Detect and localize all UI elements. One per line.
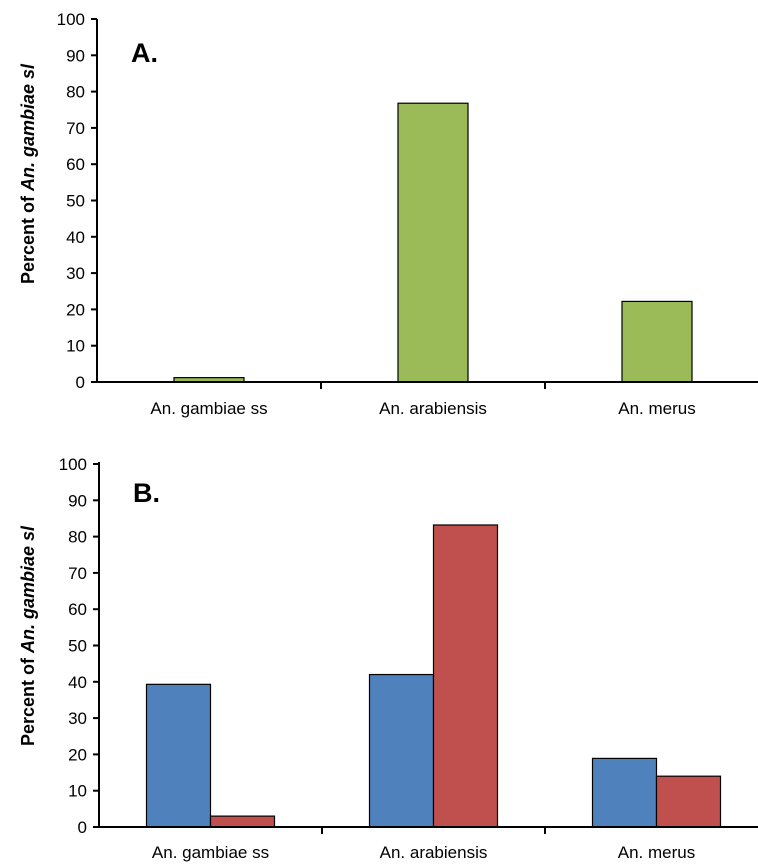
panel-a-y-ticks: 0 10 20 30 40 50 60 70 80 90 100 — [57, 10, 97, 392]
panel-a-ylabel-prefix: Percent of — [18, 195, 38, 284]
panel-a-chart: A. Percent of An. gambiae sl 0 10 20 30 40 50… — [18, 10, 758, 418]
panel-b-x-category-label: An. gambiae ss — [152, 843, 269, 862]
panel-b-bar-series1-1 — [368, 673, 435, 828]
panel-b-ylabel-species: An. gambiae sl — [18, 525, 38, 654]
panel-b-y-tick-label: 100 — [59, 455, 87, 474]
panel-b-bar-series2-0 — [209, 815, 276, 828]
panel-a-bar-series1-2 — [621, 300, 693, 383]
panel-a-y-tick-label: 50 — [66, 192, 85, 211]
panel-a-y-tick-label: 70 — [66, 119, 85, 138]
panel-a-bars — [173, 102, 693, 383]
panel-b-x-category-label: An. merus — [618, 843, 695, 862]
panel-a-x-category-label: An. gambiae ss — [150, 399, 267, 418]
panel-b-y-tick-label: 70 — [68, 564, 87, 583]
panel-b-y-tick-label: 30 — [68, 709, 87, 728]
panel-a-y-tick-label: 10 — [66, 337, 85, 356]
panel-a-y-tick-label: 30 — [66, 264, 85, 283]
panel-b-y-tick-label: 60 — [68, 600, 87, 619]
panel-a-x-categories: An. gambiae ss An. arabiensis An. merus — [150, 382, 696, 418]
panel-a-y-tick-label: 90 — [66, 46, 85, 65]
panel-b-x-category-label: An. arabiensis — [380, 843, 488, 862]
panel-b-bars — [145, 524, 722, 828]
panel-b-y-ticks: 0 10 20 30 40 50 60 70 80 90 100 — [59, 455, 99, 837]
panel-a-y-tick-label: 60 — [66, 155, 85, 174]
panel-b-bar-series2-2 — [655, 775, 722, 828]
panel-b-bar-series1-0 — [145, 683, 212, 828]
panel-b-y-tick-label: 80 — [68, 528, 87, 547]
panel-b-y-tick-label: 0 — [78, 818, 87, 837]
panel-a-x-category-label: An. arabiensis — [379, 399, 487, 418]
panel-b-label: B. — [133, 478, 160, 508]
panel-b-y-axis-label: Percent of An. gambiae sl — [18, 525, 38, 746]
panel-b-y-tick-label: 50 — [68, 637, 87, 656]
panel-a-bar-series1-1 — [397, 102, 469, 383]
panel-a-y-tick-label: 40 — [66, 228, 85, 247]
panel-b-y-tick-label: 10 — [68, 782, 87, 801]
panel-b-bar-series1-2 — [591, 757, 658, 828]
panel-a-y-axis-label: Percent of An. gambiae sl — [18, 63, 38, 284]
panel-a-label: A. — [131, 38, 158, 68]
panel-b-y-tick-label: 20 — [68, 745, 87, 764]
panel-b-chart: B. Percent of An. gambiae sl 0 10 20 30 40 50… — [18, 455, 758, 862]
panel-b-y-tick-label: 40 — [68, 673, 87, 692]
panel-a-y-tick-label: 0 — [76, 373, 85, 392]
panel-b-ylabel-prefix: Percent of — [18, 657, 38, 746]
panel-a-y-tick-label: 80 — [66, 83, 85, 102]
panel-a-y-tick-label: 100 — [57, 10, 85, 29]
panel-b-y-tick-label: 90 — [68, 491, 87, 510]
panel-b-bar-series2-1 — [432, 524, 499, 828]
panel-a-ylabel-species: An. gambiae sl — [18, 63, 38, 192]
panel-a-y-tick-label: 20 — [66, 300, 85, 319]
panel-b-x-categories: An. gambiae ss An. arabiensis An. merus — [152, 827, 695, 862]
panel-a-x-category-label: An. merus — [618, 399, 695, 418]
